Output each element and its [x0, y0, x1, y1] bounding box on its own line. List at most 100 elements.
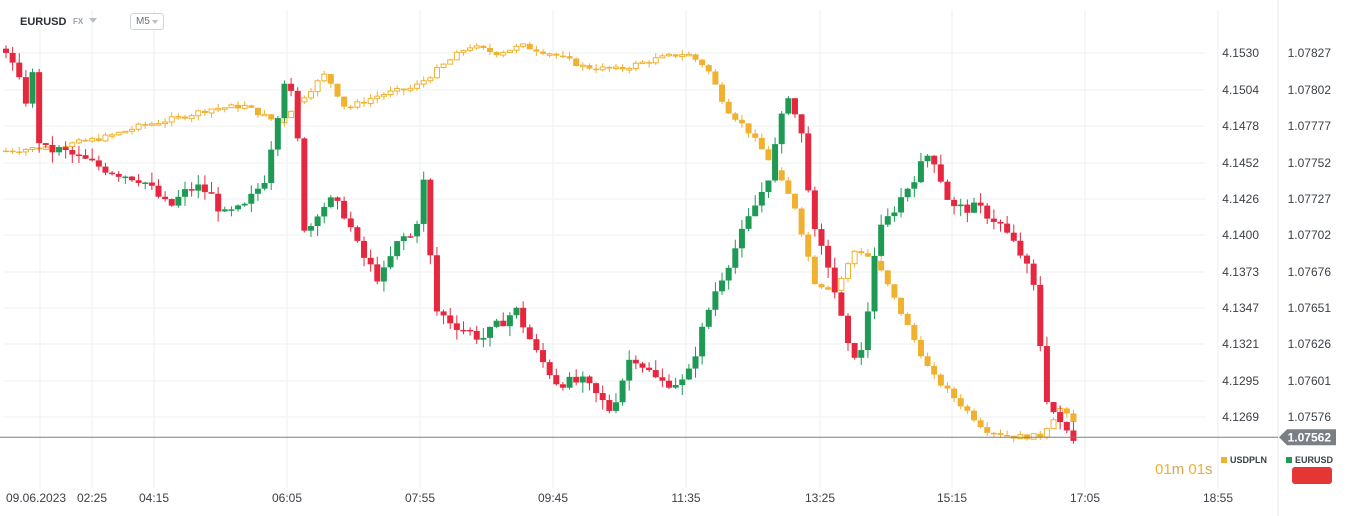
candle-body — [122, 130, 129, 134]
candle-body — [367, 257, 374, 265]
candle-body — [294, 90, 301, 139]
candle-body — [374, 264, 381, 282]
x-tick-label: 18:55 — [1203, 491, 1233, 505]
candle-body — [719, 84, 726, 102]
candle-body — [526, 43, 533, 50]
candle-body — [845, 263, 852, 279]
chevron-down-icon[interactable] — [89, 18, 97, 23]
candle-body — [791, 193, 798, 209]
candle-body — [858, 350, 865, 358]
candle-body — [42, 143, 49, 145]
candle-body — [1037, 433, 1044, 438]
candle-body — [546, 362, 553, 376]
candle-body — [997, 221, 1004, 224]
candle-body — [745, 123, 752, 134]
candle-body — [811, 256, 818, 285]
timeframe-label: M5 — [136, 16, 150, 27]
chart-toolbar: EURUSD FX M5 — [0, 0, 1347, 40]
candle-body — [957, 398, 964, 407]
candle-body — [845, 315, 852, 344]
sell-button[interactable] — [1292, 467, 1332, 484]
symbol-label[interactable]: EURUSD — [20, 16, 67, 28]
candle-body — [155, 185, 162, 197]
timeframe-selector[interactable]: M5 — [130, 13, 164, 30]
candle-body — [639, 363, 646, 368]
candle-body — [254, 107, 261, 116]
candle-body — [639, 61, 646, 65]
candle-body — [705, 65, 712, 72]
candle-body — [486, 326, 493, 338]
candle-body — [990, 432, 997, 435]
candle-body — [407, 87, 414, 91]
candle-body — [911, 325, 918, 340]
legend-swatch-usdpln — [1221, 457, 1227, 463]
candle-body — [858, 251, 865, 254]
candle-body — [791, 98, 798, 115]
candle-body — [433, 66, 440, 79]
y-left-tick-label: 4.1426 — [1222, 192, 1259, 206]
candle-body — [838, 292, 845, 316]
candle-body — [719, 280, 726, 292]
candle-body — [1030, 433, 1037, 440]
last-price-tag-bg — [1279, 429, 1336, 446]
candle-body — [95, 160, 102, 167]
candle-body — [400, 236, 407, 242]
legend-swatch-eurusd — [1286, 457, 1292, 463]
candle-body — [321, 73, 328, 82]
candle-body — [884, 216, 891, 225]
candle-body — [148, 182, 155, 186]
last-price-value: 1.07562 — [1288, 430, 1332, 444]
candle-body — [1070, 413, 1077, 423]
candle-body — [924, 155, 931, 162]
candle-body — [182, 116, 189, 119]
candle-body — [1010, 232, 1017, 241]
y-left-tick-label: 4.1347 — [1222, 301, 1259, 315]
candle-body — [201, 110, 208, 114]
candle-body — [917, 161, 924, 183]
candle-body — [301, 138, 308, 231]
candle-body — [460, 329, 467, 332]
candle-body — [884, 270, 891, 285]
candle-body — [414, 83, 421, 89]
candle-body — [612, 66, 619, 70]
candle-body — [659, 55, 666, 59]
y-right-tick-label: 1.07777 — [1288, 119, 1332, 133]
candle-body — [89, 137, 96, 142]
candle-body — [738, 119, 745, 124]
candle-body — [473, 330, 480, 340]
candle-body — [984, 427, 991, 433]
candle-body — [805, 234, 812, 257]
candle-body — [666, 380, 672, 388]
candle-body — [546, 53, 553, 56]
candle-body — [307, 226, 314, 231]
candle-body — [984, 205, 991, 219]
candle-body — [162, 121, 169, 125]
candle-body — [951, 199, 958, 207]
candle-body — [964, 406, 971, 411]
candle-body — [168, 116, 175, 123]
candle-body — [1043, 346, 1050, 403]
candle-body — [553, 53, 560, 56]
candle-body — [195, 110, 202, 117]
candle-body — [414, 223, 421, 237]
candle-body — [917, 339, 924, 357]
candle-body — [16, 62, 23, 78]
candle-body — [334, 83, 341, 97]
candle-body — [818, 229, 825, 246]
candle-body — [1070, 430, 1077, 441]
candle-body — [447, 59, 454, 65]
candle-body — [69, 150, 76, 155]
candle-body — [288, 110, 295, 119]
x-tick-label: 02:25 — [77, 491, 107, 505]
candle-body — [361, 240, 368, 258]
candle-body — [380, 94, 387, 97]
candle-body — [785, 98, 792, 114]
candle-body — [679, 54, 686, 58]
candle-body — [327, 74, 334, 84]
candle-body — [864, 253, 871, 257]
candle-body — [725, 267, 732, 281]
chart-grid — [4, 0, 1279, 516]
candle-body — [672, 54, 679, 57]
candle-body — [520, 307, 527, 328]
